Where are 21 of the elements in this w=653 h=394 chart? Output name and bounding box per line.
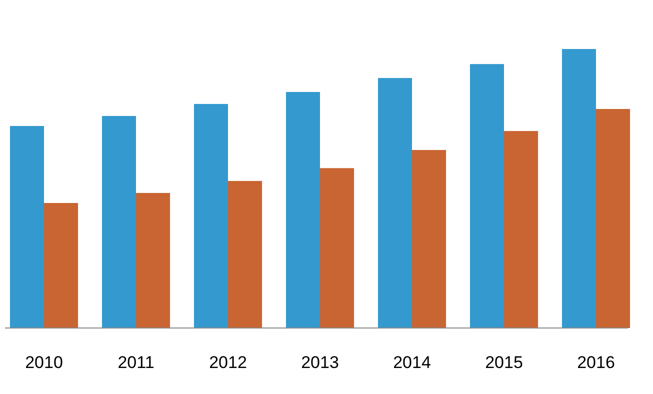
x-tick-label: 2014 [393, 353, 431, 372]
x-tick-label: 2015 [485, 353, 523, 372]
bar [136, 192, 170, 328]
bar [320, 168, 354, 328]
bar [596, 108, 630, 328]
x-tick-label: 2010 [25, 353, 63, 372]
bar [562, 49, 596, 328]
x-tick-label: 2013 [301, 353, 339, 372]
x-tick-label: 2011 [118, 353, 154, 372]
bar [194, 104, 228, 328]
bar [10, 126, 44, 328]
bar [286, 92, 320, 328]
bar [378, 78, 412, 328]
x-tick-label: 2012 [209, 353, 247, 372]
bar [412, 150, 446, 328]
bar [228, 180, 262, 328]
bar [102, 116, 136, 328]
bar [470, 64, 504, 328]
bar [44, 203, 78, 328]
x-tick-label: 2016 [577, 353, 615, 372]
bar [504, 131, 538, 328]
